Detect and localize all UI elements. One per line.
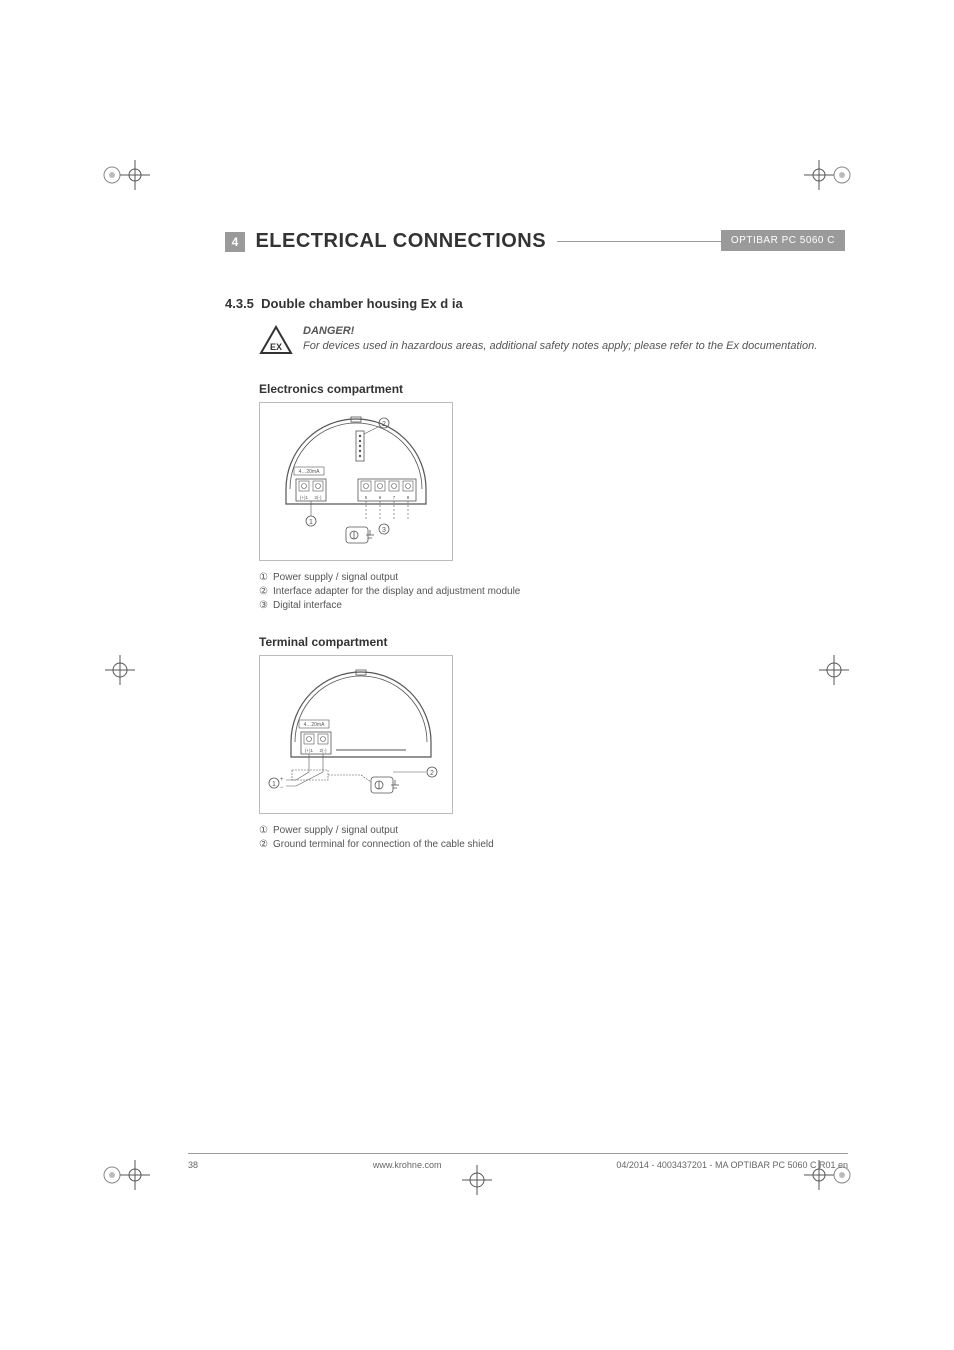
legend-num: ②	[259, 838, 273, 852]
svg-text:(+)1: (+)1	[300, 495, 309, 500]
svg-text:3: 3	[382, 527, 386, 534]
footer-rule	[188, 1153, 848, 1154]
legend-text: Ground terminal for connection of the ca…	[273, 839, 494, 850]
ex-warning-icon: EX	[259, 325, 293, 360]
section-heading: 4.3.5 Double chamber housing Ex d ia	[225, 296, 845, 311]
svg-text:7: 7	[393, 495, 396, 500]
legend-text: Interface adapter for the display and ad…	[273, 586, 520, 597]
content-area: 4 ELECTRICAL CONNECTIONS OPTIBAR PC 5060…	[225, 230, 845, 874]
legend-num: ③	[259, 599, 273, 613]
legend-item: ①Power supply / signal output	[259, 824, 845, 838]
chapter-header: 4 ELECTRICAL CONNECTIONS OPTIBAR PC 5060…	[225, 230, 845, 256]
legend-num: ②	[259, 585, 273, 599]
svg-text:1: 1	[309, 519, 313, 526]
svg-text:6: 6	[379, 495, 382, 500]
legend-text: Power supply / signal output	[273, 572, 398, 583]
danger-title: DANGER!	[303, 325, 817, 337]
header-rule	[557, 241, 747, 242]
terminal-diagram: 4…20mA (+)1 2(-) +	[266, 662, 446, 802]
legend-text: Digital interface	[273, 600, 342, 611]
page-number: 38	[188, 1160, 198, 1170]
legend-item: ③Digital interface	[259, 599, 845, 613]
terminal-figure: 4…20mA (+)1 2(-) +	[259, 655, 845, 814]
chapter-title: ELECTRICAL CONNECTIONS	[255, 230, 546, 253]
terminal-heading: Terminal compartment	[259, 635, 845, 649]
legend-num: ①	[259, 571, 273, 585]
page-footer: 38 www.krohne.com 04/2014 - 4003437201 -…	[188, 1153, 848, 1170]
svg-text:2(-): 2(-)	[315, 495, 322, 500]
figure-frame: 2 4…20mA (+)1 2(-)	[259, 402, 453, 561]
svg-text:EX: EX	[270, 342, 282, 352]
footer-url: www.krohne.com	[373, 1160, 442, 1170]
svg-text:8: 8	[407, 495, 410, 500]
svg-text:(+)1: (+)1	[305, 748, 314, 753]
crop-mark-icon	[100, 1150, 150, 1200]
svg-text:2: 2	[430, 770, 434, 777]
svg-text:2(-): 2(-)	[320, 748, 327, 753]
section-title: Double chamber housing Ex d ia	[261, 296, 463, 311]
danger-text: DANGER! For devices used in hazardous ar…	[303, 325, 817, 360]
svg-text:1: 1	[272, 781, 276, 788]
crop-mark-icon	[100, 150, 150, 200]
page: 4 ELECTRICAL CONNECTIONS OPTIBAR PC 5060…	[0, 0, 954, 1350]
crop-mark-icon	[804, 150, 854, 200]
legend-num: ①	[259, 824, 273, 838]
legend-item: ②Ground terminal for connection of the c…	[259, 838, 845, 852]
terminal-legend: ①Power supply / signal output ②Ground te…	[259, 824, 845, 852]
svg-text:+: +	[280, 777, 284, 783]
chapter-number-badge: 4	[225, 232, 245, 252]
legend-item: ①Power supply / signal output	[259, 571, 845, 585]
footer-docref: 04/2014 - 4003437201 - MA OPTIBAR PC 506…	[616, 1160, 848, 1170]
model-badge: OPTIBAR PC 5060 C	[721, 230, 845, 251]
crop-mark-icon	[100, 650, 140, 690]
section-number: 4.3.5	[225, 296, 254, 311]
svg-text:5: 5	[365, 495, 368, 500]
electronics-diagram: 2 4…20mA (+)1 2(-)	[266, 409, 446, 549]
electronics-figure: 2 4…20mA (+)1 2(-)	[259, 402, 845, 561]
danger-body: For devices used in hazardous areas, add…	[303, 339, 817, 354]
electronics-heading: Electronics compartment	[259, 382, 845, 396]
svg-text:4…20mA: 4…20mA	[304, 722, 326, 728]
figure-frame: 4…20mA (+)1 2(-) +	[259, 655, 453, 814]
danger-callout: EX DANGER! For devices used in hazardous…	[259, 325, 845, 360]
legend-text: Power supply / signal output	[273, 825, 398, 836]
svg-text:2: 2	[382, 421, 386, 428]
legend-item: ②Interface adapter for the display and a…	[259, 585, 845, 599]
svg-text:4…20mA: 4…20mA	[299, 469, 321, 475]
electronics-legend: ①Power supply / signal output ②Interface…	[259, 571, 845, 613]
svg-text:−: −	[280, 785, 284, 791]
